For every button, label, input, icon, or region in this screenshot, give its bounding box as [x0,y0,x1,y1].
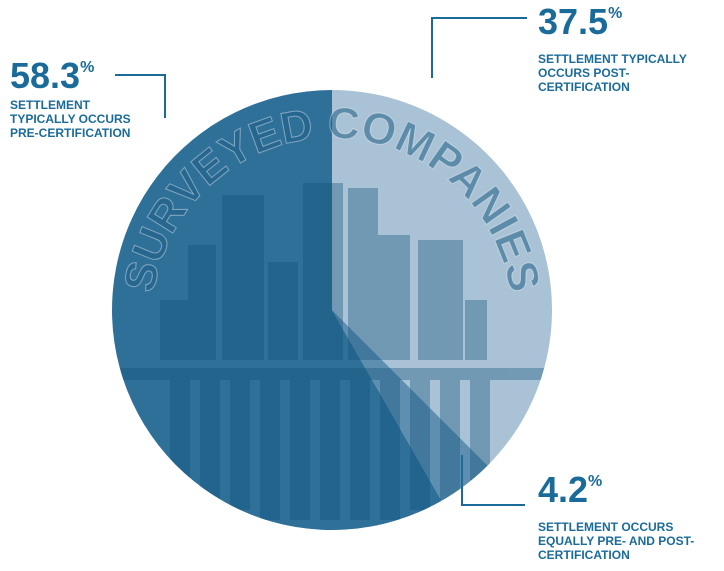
skyline [112,183,552,520]
pie [111,90,552,530]
leader-line [431,17,527,78]
leader-line [461,455,525,506]
leader-line [115,74,166,118]
pie-slice [332,90,552,466]
pie-slice [332,310,488,501]
value-label: 58.3% [10,55,94,96]
category-label: SETTLEMENT OCCURS EQUALLY PRE- AND POST-… [538,520,695,562]
value-label: 37.5% [538,1,622,42]
value-label: 4.2% [538,469,602,510]
category-label: SETTLEMENT TYPICALLY OCCURS PRE-CERTIFIC… [10,98,131,140]
pie-slice [111,90,442,530]
category-label: SETTLEMENT TYPICALLY OCCURS POST-CERTIFI… [538,52,687,94]
